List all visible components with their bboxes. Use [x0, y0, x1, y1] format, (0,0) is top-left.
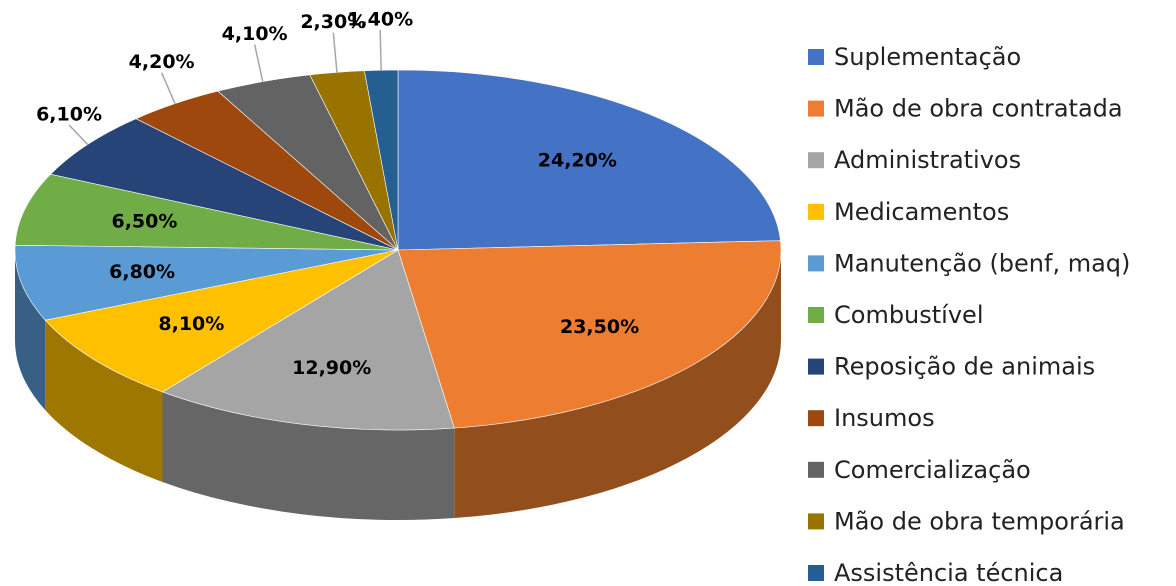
slice — [397, 240, 782, 429]
legend-swatch — [808, 513, 824, 530]
leader-line — [379, 29, 382, 71]
legend-label: Mão de obra temporária — [834, 507, 1125, 535]
slice — [14, 173, 399, 251]
data-label: 6,50% — [111, 211, 177, 233]
data-label: 23,50% — [560, 316, 639, 338]
legend-swatch — [808, 203, 824, 220]
leader-line — [253, 44, 264, 82]
legend-label: Combustível — [834, 301, 983, 329]
legend-swatch — [808, 152, 824, 169]
data-label: 2,30% — [300, 11, 366, 33]
legend-label: Suplementação — [834, 43, 1021, 71]
legend-label: Manutenção (benf, maq) — [834, 249, 1130, 277]
legend-label: Administrativos — [834, 146, 1021, 174]
slice — [14, 244, 399, 321]
legend-label: Reposição de animais — [834, 353, 1095, 381]
legend-label: Insumos — [834, 404, 935, 432]
data-label: 6,80% — [109, 261, 175, 283]
slice — [364, 69, 399, 251]
leader-line — [160, 72, 176, 104]
legend-label: Comercialização — [834, 456, 1031, 484]
legend-swatch — [808, 410, 824, 427]
slice-side — [454, 250, 781, 519]
legend-label: Medicamentos — [834, 198, 1009, 226]
slice — [161, 249, 455, 431]
data-label: 4,20% — [129, 51, 195, 73]
legend-swatch — [808, 307, 824, 323]
legend-swatch — [808, 100, 824, 117]
data-label: 6,10% — [36, 103, 102, 125]
data-label: 12,90% — [292, 357, 371, 379]
slice-side — [162, 391, 455, 520]
data-label: 8,10% — [158, 313, 224, 335]
legend-label: Mão de obra contratada — [834, 95, 1123, 123]
legend-swatch — [808, 358, 824, 375]
legend-swatch — [808, 461, 824, 478]
slice-side — [45, 320, 163, 482]
legend-label: Assistência técnica — [834, 559, 1063, 586]
leader-line — [68, 124, 89, 146]
legend-swatch — [808, 49, 824, 65]
slice — [44, 249, 399, 393]
slice-side — [15, 250, 46, 411]
data-label: 4,10% — [222, 23, 288, 45]
data-label: 24,20% — [538, 150, 617, 172]
legend-swatch — [808, 565, 824, 581]
slice — [397, 69, 781, 251]
leader-line — [332, 32, 338, 73]
data-label: 1,40% — [347, 8, 413, 30]
slice — [50, 118, 399, 251]
legend-swatch — [808, 255, 824, 272]
